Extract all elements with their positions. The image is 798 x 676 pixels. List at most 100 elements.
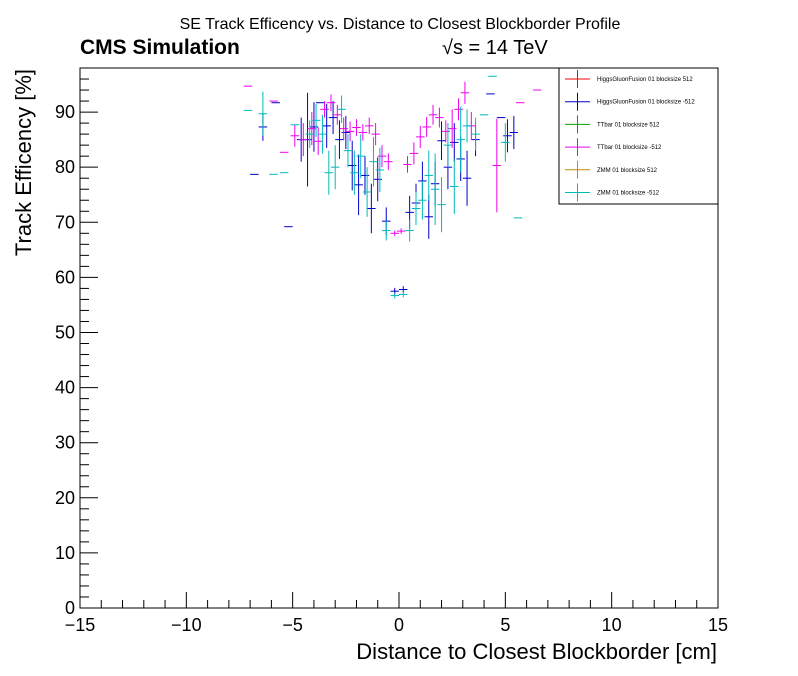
data-point — [492, 118, 502, 213]
experiment-label: CMS Simulation — [80, 36, 240, 59]
data-point — [437, 177, 446, 233]
data-point — [324, 150, 334, 195]
y-tick-label: 90 — [55, 102, 75, 122]
x-tick-label: −15 — [65, 615, 96, 635]
data-point — [416, 125, 425, 148]
data-point — [409, 142, 419, 165]
legend-label: HiggsGluonFusion 01 blocksize 512 — [597, 77, 693, 83]
data-point — [460, 81, 470, 104]
x-axis: −15 −10 −5 0 5 10 15 — [65, 592, 728, 635]
data-point — [422, 117, 431, 137]
data-point — [258, 91, 268, 136]
data-point — [339, 117, 348, 140]
data-point — [447, 109, 457, 148]
legend-label: TTbar 01 blocksize 512 — [597, 122, 660, 128]
x-tick-label: 0 — [394, 615, 404, 635]
data-point — [396, 228, 406, 234]
data-point — [330, 145, 340, 190]
data-point — [411, 191, 421, 226]
data-point — [341, 115, 351, 149]
x-tick-label: 5 — [500, 615, 510, 635]
data-point — [450, 123, 459, 162]
data-point — [362, 167, 372, 217]
y-tick-label: 80 — [55, 157, 75, 177]
data-point — [435, 107, 444, 128]
legend: HiggsGluonFusion 01 blocksize 512 HiggsGl… — [558, 67, 719, 205]
data-point — [328, 101, 338, 135]
data-point — [424, 150, 434, 201]
data-point — [390, 230, 399, 237]
data-point — [403, 156, 412, 173]
x-tick-label: 10 — [602, 615, 622, 635]
data-point — [358, 124, 368, 141]
data-point — [337, 95, 346, 124]
y-tick-label: 70 — [55, 212, 75, 232]
data-point — [313, 127, 323, 156]
data-point — [352, 119, 361, 136]
data-point — [390, 292, 399, 299]
data-point — [343, 134, 353, 168]
data-point — [309, 102, 319, 152]
data-point — [360, 156, 370, 195]
data-point — [318, 114, 327, 154]
data-point — [381, 220, 391, 241]
legend-label: ZMM 01 blocksize 512 — [597, 168, 658, 174]
data-point — [333, 104, 342, 125]
x-axis-title: Distance to Closest Blockborder [cm] — [356, 639, 717, 664]
data-point — [418, 180, 427, 220]
data-point — [367, 183, 376, 234]
data-point — [430, 153, 440, 226]
data-point — [384, 153, 393, 170]
data-point — [509, 115, 519, 149]
legend-box — [558, 67, 719, 205]
y-tick-label: 0 — [65, 598, 75, 618]
legend-label: TTbar 01 blocksize -512 — [597, 145, 662, 151]
data-point — [454, 98, 463, 121]
data-point — [326, 94, 336, 111]
x-tick-label: −10 — [171, 615, 202, 635]
data-point — [311, 103, 321, 137]
data-point — [354, 154, 363, 216]
y-axis: 0 10 20 30 40 50 60 70 80 90 — [55, 67, 98, 618]
data-point — [335, 120, 344, 159]
data-point — [290, 124, 300, 147]
data-point — [462, 109, 472, 143]
data-point — [437, 121, 446, 161]
data-point — [405, 219, 414, 242]
plot-title: SE Track Efficency vs. Distance to Close… — [180, 16, 621, 33]
series-5 — [243, 75, 523, 299]
data-point — [305, 120, 314, 148]
data-point — [307, 112, 317, 146]
data-layer — [243, 75, 542, 299]
data-point — [501, 123, 510, 162]
data-point — [456, 106, 465, 173]
data-point — [424, 194, 434, 239]
data-point — [450, 158, 459, 215]
y-tick-label: 10 — [55, 543, 75, 563]
data-point — [364, 117, 374, 135]
data-point — [371, 123, 380, 146]
data-point — [503, 119, 512, 153]
data-point — [320, 101, 329, 118]
data-point — [345, 121, 355, 142]
data-point — [471, 117, 480, 151]
y-tick-label: 20 — [55, 488, 75, 508]
energy-label: √s = 14 TeV — [442, 37, 548, 59]
series-3 — [243, 81, 542, 237]
series-1 — [250, 92, 519, 295]
x-tick-label: 15 — [708, 615, 728, 635]
x-tick-label: −5 — [282, 615, 303, 635]
data-point — [443, 123, 453, 168]
data-point — [441, 120, 451, 143]
legend-label: ZMM 01 blocksize -512 — [597, 191, 660, 197]
y-tick-label: 40 — [55, 378, 75, 398]
y-tick-label: 30 — [55, 433, 75, 453]
data-point — [377, 145, 387, 168]
data-point — [428, 104, 438, 125]
y-tick-label: 50 — [55, 322, 75, 342]
data-point — [350, 150, 359, 195]
data-point — [375, 147, 385, 192]
data-point — [373, 157, 382, 202]
data-point — [369, 136, 378, 187]
